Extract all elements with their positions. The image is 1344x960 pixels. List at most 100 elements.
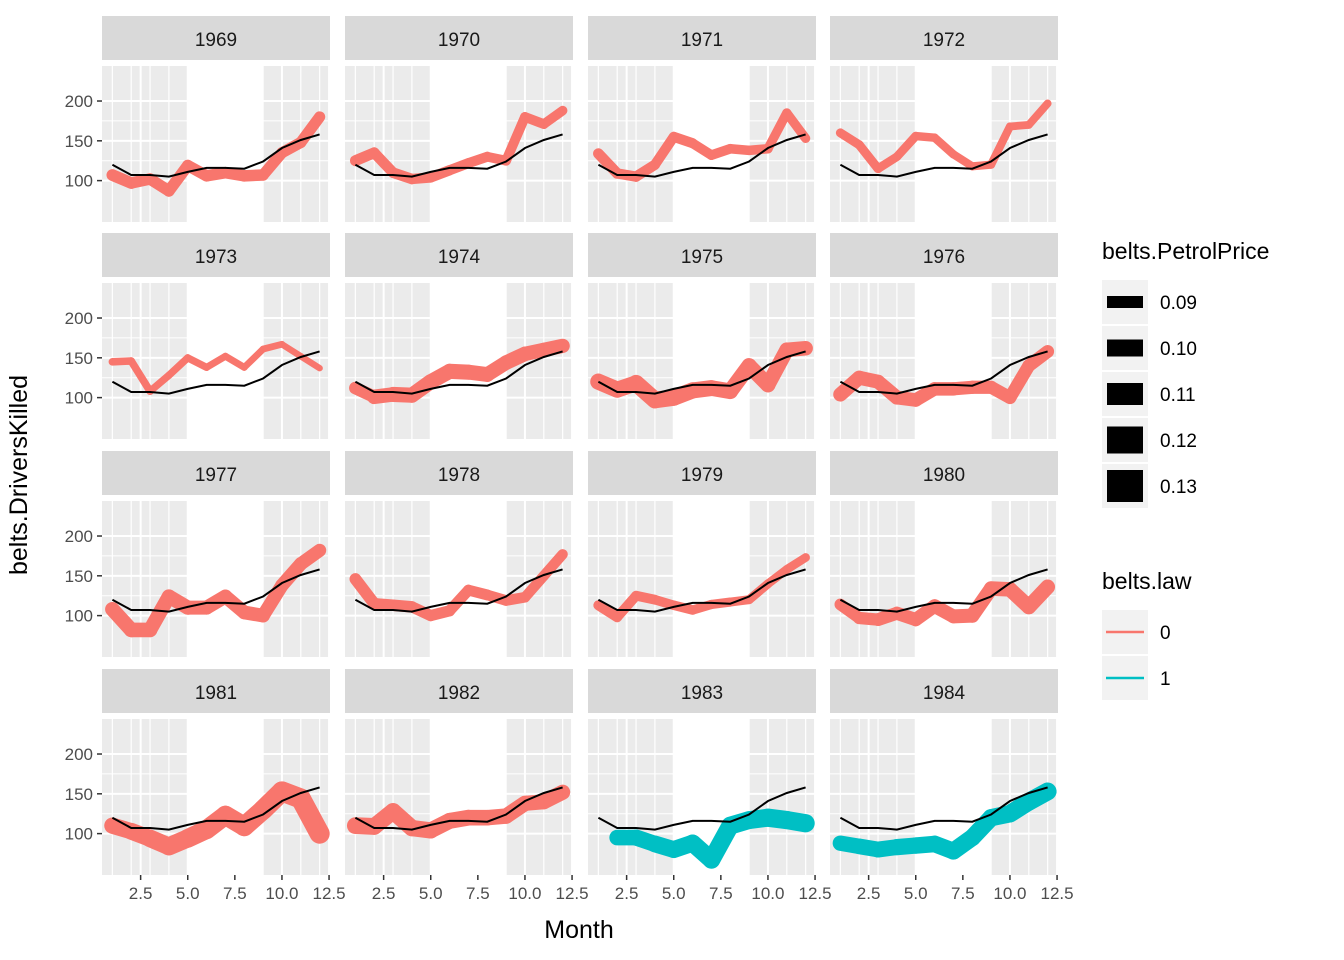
legend-title-petrol-price: belts.PetrolPrice — [1102, 238, 1269, 264]
y-tick-label: 200 — [65, 92, 93, 111]
facet-strip-label: 1984 — [923, 683, 966, 704]
legend-item-petrol-price: 0.11 — [1102, 372, 1196, 416]
data-segment — [930, 133, 958, 159]
data-segment — [782, 108, 811, 144]
x-tick-label: 2.5 — [615, 884, 639, 903]
data-segment — [1021, 579, 1056, 615]
y-tick-label: 150 — [65, 785, 93, 804]
data-series — [590, 340, 813, 409]
data-segment — [1019, 782, 1057, 811]
data-segment — [165, 354, 192, 379]
data-segment — [779, 340, 813, 358]
data-segment — [297, 353, 323, 372]
y-tick-label: 100 — [65, 172, 93, 191]
facet-strip — [102, 451, 330, 495]
data-segment — [892, 131, 921, 162]
data-segment — [127, 357, 154, 396]
y-tick-label: 200 — [65, 309, 93, 328]
facet-strip — [102, 669, 330, 713]
legend-key-swatch — [1107, 339, 1143, 357]
legend-key-swatch — [1107, 383, 1143, 405]
facet-1975: 1975 — [588, 233, 817, 439]
legend-key-swatch — [1107, 470, 1143, 502]
data-series — [349, 105, 568, 185]
data-series — [832, 782, 1057, 860]
data-segment — [146, 371, 173, 395]
data-segment — [221, 352, 248, 371]
legend-label: 0.10 — [1160, 339, 1197, 360]
legend-key-swatch — [1107, 426, 1143, 454]
facet-1981: 1981 100 150 200 2.5 5.0 7.5 10.0 12.5 — [65, 669, 346, 903]
facet-strip-label: 1974 — [438, 247, 481, 268]
facet-1972: 1972 — [830, 16, 1059, 222]
facet-strip — [345, 233, 573, 277]
reference-line — [354, 568, 563, 613]
facet-strip — [830, 669, 1058, 713]
facet-1980: 1980 — [830, 451, 1059, 657]
facet-1982: 1982 2.5 5.0 7.5 10.0 12.5 — [345, 669, 589, 903]
x-tick-label: 7.5 — [951, 884, 975, 903]
x-tick-label: 2.5 — [129, 884, 153, 903]
facet-strip — [830, 16, 1058, 60]
legend-title-law: belts.law — [1102, 568, 1192, 594]
x-tick-label: 12.5 — [556, 884, 589, 903]
y-tick-label: 100 — [65, 607, 93, 626]
facet-strip-label: 1980 — [923, 465, 965, 486]
legend-item-petrol-price: 0.12 — [1102, 418, 1197, 462]
legend-label: 0.12 — [1160, 431, 1197, 452]
facet-1973: 1973 100 150 200 — [65, 233, 331, 439]
reference-line — [111, 568, 320, 613]
data-segment — [777, 810, 815, 833]
x-tick-label: 7.5 — [709, 884, 733, 903]
y-tick-label: 150 — [65, 132, 93, 151]
reference-line — [597, 786, 806, 831]
facet-strip — [102, 233, 330, 277]
facet-strip-label: 1969 — [195, 30, 237, 51]
x-tick-label: 12.5 — [799, 884, 832, 903]
facet-strip-label: 1973 — [195, 247, 237, 268]
facet-strip-label: 1977 — [195, 465, 237, 486]
data-segment — [290, 788, 330, 844]
x-tick-label: 10.0 — [508, 884, 541, 903]
facet-strip-label: 1982 — [438, 683, 480, 704]
y-tick-label: 200 — [65, 745, 93, 764]
facet-strip-label: 1972 — [923, 30, 965, 51]
facet-1974: 1974 — [345, 233, 574, 439]
facet-1976: 1976 — [830, 233, 1059, 439]
reference-line — [354, 786, 563, 831]
data-segment — [854, 140, 883, 174]
data-series — [108, 340, 323, 396]
y-tick-label: 100 — [65, 825, 93, 844]
data-series — [609, 808, 815, 869]
facet-strip-label: 1970 — [438, 30, 480, 51]
facet-strip-label: 1971 — [681, 30, 723, 51]
x-tick-label: 5.0 — [904, 884, 928, 903]
facet-strip — [345, 16, 573, 60]
data-segment — [203, 352, 229, 371]
facet-strip — [830, 233, 1058, 277]
data-segment — [1022, 345, 1055, 373]
data-segment — [259, 340, 286, 353]
reference-line — [839, 568, 1048, 613]
data-segment — [1024, 99, 1052, 129]
facet-strip-label: 1978 — [438, 465, 480, 486]
facet-strip — [830, 451, 1058, 495]
legend-label: 0.11 — [1160, 385, 1196, 406]
x-tick-label: 2.5 — [857, 884, 881, 903]
data-segment — [501, 112, 530, 166]
x-tick-label: 12.5 — [313, 884, 346, 903]
data-segment — [782, 553, 810, 574]
y-tick-label: 150 — [65, 567, 93, 586]
reference-line — [111, 786, 320, 831]
facet-strip-label: 1975 — [681, 247, 723, 268]
x-tick-label: 5.0 — [176, 884, 200, 903]
data-segment — [184, 354, 211, 372]
x-tick-label: 10.0 — [993, 884, 1026, 903]
legend-item-law: 0 — [1102, 610, 1171, 654]
data-segment — [539, 105, 568, 129]
legend-label: 0.13 — [1160, 477, 1197, 498]
facet-1970: 1970 — [345, 16, 574, 222]
facet-strip-label: 1983 — [681, 683, 723, 704]
